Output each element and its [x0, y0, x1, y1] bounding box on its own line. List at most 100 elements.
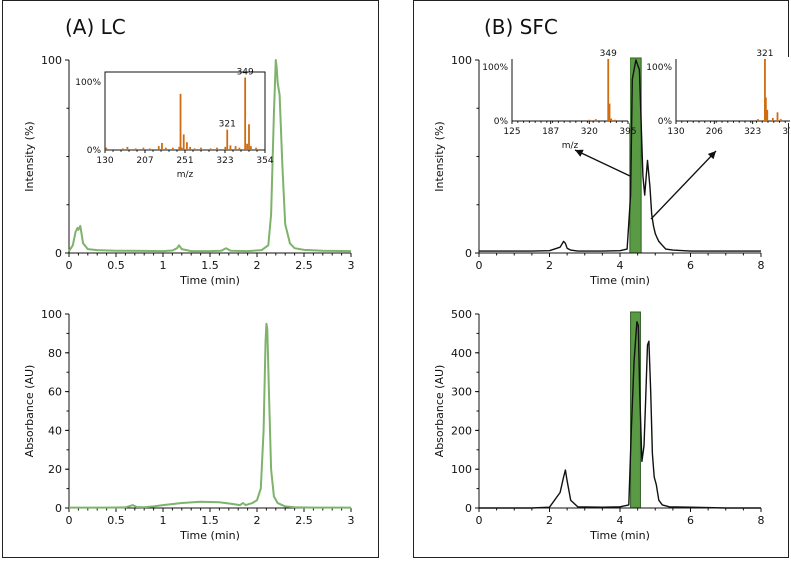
ms-bar	[248, 124, 250, 150]
ms-bar	[588, 119, 591, 121]
inset-y-tick-label: 0%	[494, 117, 509, 127]
panel-a: (A) LC 0 0.5 1 1.5 2 2.5 3 0 100 Time (min) Intens…	[2, 0, 379, 558]
series-line	[479, 59, 761, 252]
ms-bar	[209, 148, 212, 150]
series-line	[68, 59, 352, 253]
ms-bar	[776, 112, 779, 121]
x-tick-label: 0	[66, 514, 73, 527]
ms-bar	[229, 145, 232, 150]
sfc-ms-inset-1: 125 187 320 395 0% 100% m/z 349	[482, 49, 636, 151]
y-tick-label: 100	[41, 54, 62, 67]
inset-y-tick-label: 100%	[646, 63, 672, 73]
ms-bar	[122, 148, 124, 150]
ms-bar	[178, 146, 181, 150]
ms-bar	[757, 119, 759, 121]
y-tick-label: 60	[48, 386, 62, 399]
ms-bar	[779, 119, 782, 121]
ms-bar	[608, 103, 611, 121]
ms-bar	[180, 147, 183, 150]
ms-bar	[126, 146, 129, 150]
panel-b-title: (B) SFC	[484, 15, 558, 39]
inset-x-tick-label: 354	[256, 156, 273, 166]
panel-b: (B) SFC 0 2 4 6 8 0 100 Time (min) Intensity (%)…	[413, 0, 790, 558]
ms-bar	[614, 119, 617, 121]
ms-bar	[189, 146, 192, 150]
ms-bar	[244, 77, 247, 150]
ms-bar	[193, 148, 196, 150]
inset-x-tick-label: 377	[782, 127, 790, 137]
ms-bar	[157, 146, 160, 150]
y-tick-label: 100	[451, 463, 472, 476]
y-axis-label: Absorbance (AU)	[433, 365, 446, 458]
inset-x-tick-label: 125	[503, 127, 520, 137]
y-tick-label: 40	[48, 424, 62, 437]
x-tick-label: 0.5	[107, 259, 125, 272]
inset-x-tick-label: 395	[619, 127, 636, 137]
x-tick-label: 8	[758, 259, 765, 272]
ms-bar	[771, 117, 774, 121]
ms-bar	[161, 142, 163, 150]
inset-y-tick-label: 0%	[87, 146, 102, 156]
x-tick-label: 2.5	[295, 514, 313, 527]
peak-annotation: 349	[237, 67, 254, 77]
ms-bar	[134, 148, 137, 150]
y-tick-label: 0	[465, 247, 472, 260]
x-tick-label: 1.5	[201, 259, 219, 272]
x-tick-label: 2	[546, 259, 553, 272]
ms-bar	[610, 118, 613, 121]
x-tick-label: 2	[254, 259, 261, 272]
ms-bar	[148, 148, 151, 150]
y-tick-label: 0	[55, 247, 62, 260]
y-tick-label: 300	[451, 386, 472, 399]
sfc-uv-chart: 0 2 4 6 8 0 100 200 300 400 500 Time (min) Absorbanc…	[433, 308, 765, 542]
y-axis-label: Absorbance (AU)	[23, 365, 36, 458]
ms-bar	[255, 147, 257, 150]
y-axis-label: Intensity (%)	[23, 121, 36, 191]
x-tick-label: 0	[476, 259, 483, 272]
y-tick-label: 100	[451, 54, 472, 67]
inset-x-axis-label: m/z	[562, 141, 579, 151]
x-tick-label: 1	[160, 514, 167, 527]
inset-x-tick-label: 130	[96, 156, 113, 166]
x-axis-label: Time (min)	[589, 274, 650, 287]
ms-bar	[171, 147, 174, 150]
ms-bar	[250, 146, 252, 150]
inset-x-tick-label: 323	[744, 127, 761, 137]
x-tick-label: 3	[348, 259, 355, 272]
x-tick-label: 1.5	[201, 514, 219, 527]
x-tick-label: 0	[66, 259, 73, 272]
x-tick-label: 3	[348, 514, 355, 527]
arrow-to-inset-2	[650, 150, 717, 220]
ms-bar	[238, 147, 241, 150]
ms-bar	[142, 147, 145, 150]
inset-pointer-arrows	[574, 149, 717, 220]
sfc-ms-inset-2: 130 206 323 377 100% 0% 321	[646, 49, 790, 137]
lc-ms-chart: 0 0.5 1 1.5 2 2.5 3 0 100 Time (min) Intensity (%)	[23, 54, 355, 287]
ms-bar	[200, 147, 202, 150]
y-tick-label: 400	[451, 347, 472, 360]
ms-bar	[226, 129, 229, 150]
inset-x-tick-label: 130	[667, 127, 684, 137]
y-tick-label: 500	[451, 308, 472, 321]
x-tick-label: 0	[476, 514, 483, 527]
x-tick-label: 1	[160, 259, 167, 272]
inset-y-tick-label: 100%	[482, 63, 508, 73]
peak-annotation: 349	[600, 49, 617, 59]
inset-x-tick-label: 187	[542, 127, 559, 137]
x-tick-label: 4	[617, 259, 624, 272]
x-tick-label: 6	[687, 259, 694, 272]
x-tick-label: 2	[254, 514, 261, 527]
y-tick-label: 0	[465, 502, 472, 515]
ms-bar	[764, 59, 766, 121]
inset-y-tick-label: 0%	[658, 117, 673, 127]
peak-annotation: 321	[219, 120, 236, 130]
x-tick-label: 2	[546, 514, 553, 527]
y-tick-label: 20	[48, 463, 62, 476]
inset-bg	[510, 57, 630, 123]
y-tick-label: 0	[55, 502, 62, 515]
y-tick-label: 100	[41, 308, 62, 321]
x-tick-label: 2.5	[295, 259, 313, 272]
inset-x-tick-label: 206	[706, 127, 723, 137]
inset-x-tick-label: 323	[216, 156, 233, 166]
inset-x-tick-label: 320	[581, 127, 598, 137]
